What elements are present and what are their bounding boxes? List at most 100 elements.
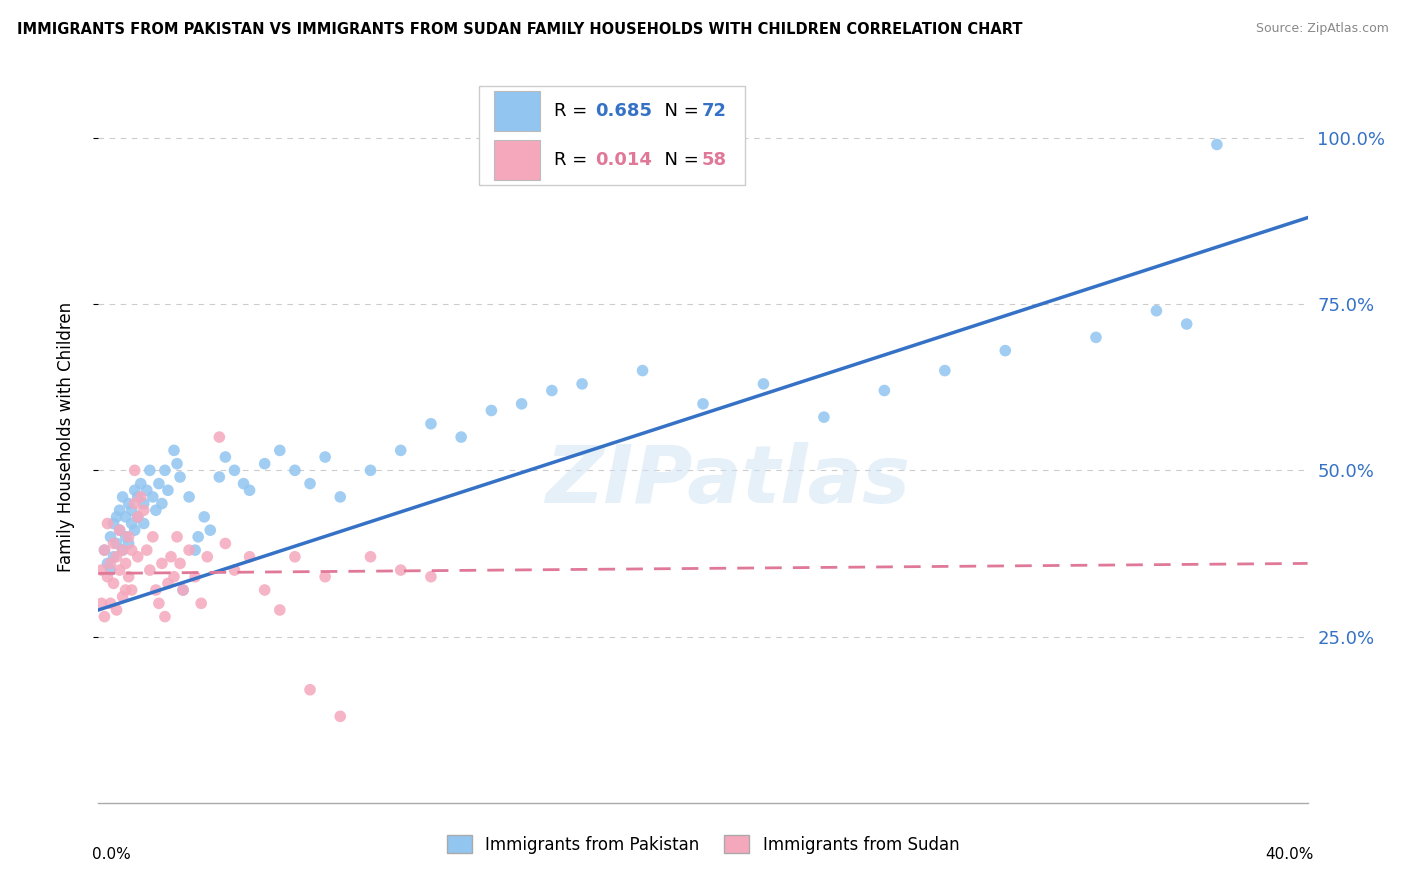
Point <box>299 682 322 697</box>
Point <box>121 503 143 517</box>
Point <box>114 582 136 597</box>
Point <box>481 403 503 417</box>
Point <box>127 490 149 504</box>
Y-axis label: Family Households with Children: Family Households with Children <box>56 302 75 572</box>
Point <box>118 570 141 584</box>
Point <box>284 549 307 564</box>
Point <box>103 576 125 591</box>
Point <box>111 490 134 504</box>
Point <box>121 582 143 597</box>
Point <box>1175 317 1198 331</box>
Text: 72: 72 <box>702 102 727 120</box>
Point <box>156 576 179 591</box>
Point <box>299 476 322 491</box>
Point <box>132 503 155 517</box>
Point <box>269 603 291 617</box>
Point <box>108 523 131 537</box>
Point <box>420 417 443 431</box>
Point <box>90 596 112 610</box>
Point <box>184 570 207 584</box>
Point <box>105 536 128 550</box>
Text: 58: 58 <box>702 151 727 169</box>
Point <box>124 497 146 511</box>
FancyBboxPatch shape <box>494 140 540 180</box>
Point <box>150 557 173 571</box>
Point <box>239 549 262 564</box>
Point <box>224 463 246 477</box>
Point <box>100 530 122 544</box>
Text: N =: N = <box>654 151 704 169</box>
Point <box>208 430 231 444</box>
Text: IMMIGRANTS FROM PAKISTAN VS IMMIGRANTS FROM SUDAN FAMILY HOUSEHOLDS WITH CHILDRE: IMMIGRANTS FROM PAKISTAN VS IMMIGRANTS F… <box>17 22 1022 37</box>
Point <box>166 530 188 544</box>
Point <box>239 483 262 498</box>
Point <box>160 549 183 564</box>
Point <box>269 443 291 458</box>
Point <box>114 509 136 524</box>
Point <box>105 603 128 617</box>
Point <box>108 523 131 537</box>
Point <box>135 483 157 498</box>
Point <box>214 536 236 550</box>
Point <box>93 609 115 624</box>
Point <box>105 549 128 564</box>
Point <box>232 476 254 491</box>
Point <box>103 516 125 531</box>
Point <box>187 530 209 544</box>
Point <box>96 557 118 571</box>
Point <box>118 530 141 544</box>
Point <box>118 536 141 550</box>
Point <box>1144 303 1167 318</box>
Point <box>172 582 194 597</box>
Text: R =: R = <box>554 102 593 120</box>
Point <box>124 523 146 537</box>
Point <box>389 563 412 577</box>
Point <box>450 430 472 444</box>
Point <box>156 483 179 498</box>
Point <box>420 570 443 584</box>
Point <box>100 557 122 571</box>
Point <box>129 476 152 491</box>
Point <box>200 523 222 537</box>
Point <box>184 543 207 558</box>
Point <box>1085 330 1108 344</box>
Point <box>124 483 146 498</box>
Point <box>193 509 215 524</box>
Point <box>105 509 128 524</box>
Point <box>190 596 212 610</box>
Point <box>145 582 167 597</box>
Point <box>132 497 155 511</box>
Point <box>934 363 956 377</box>
Point <box>108 563 131 577</box>
Point <box>692 397 714 411</box>
Point <box>118 497 141 511</box>
Point <box>108 503 131 517</box>
Text: 0.014: 0.014 <box>595 151 652 169</box>
Point <box>752 376 775 391</box>
Legend: Immigrants from Pakistan, Immigrants from Sudan: Immigrants from Pakistan, Immigrants fro… <box>440 829 966 860</box>
Point <box>284 463 307 477</box>
Point <box>314 570 336 584</box>
FancyBboxPatch shape <box>494 91 540 131</box>
Point <box>148 596 170 610</box>
Point <box>96 570 118 584</box>
Point <box>142 490 165 504</box>
Point <box>153 609 176 624</box>
Point <box>121 516 143 531</box>
Point <box>121 543 143 558</box>
Text: R =: R = <box>554 151 593 169</box>
Point <box>214 450 236 464</box>
Point <box>127 509 149 524</box>
Point <box>253 582 276 597</box>
Point <box>129 490 152 504</box>
Text: N =: N = <box>654 102 704 120</box>
Text: 0.685: 0.685 <box>595 102 652 120</box>
Point <box>166 457 188 471</box>
Point <box>540 384 562 398</box>
Point <box>169 557 191 571</box>
Point <box>114 530 136 544</box>
Point <box>195 549 218 564</box>
Point <box>510 397 533 411</box>
Point <box>314 450 336 464</box>
Point <box>172 582 194 597</box>
